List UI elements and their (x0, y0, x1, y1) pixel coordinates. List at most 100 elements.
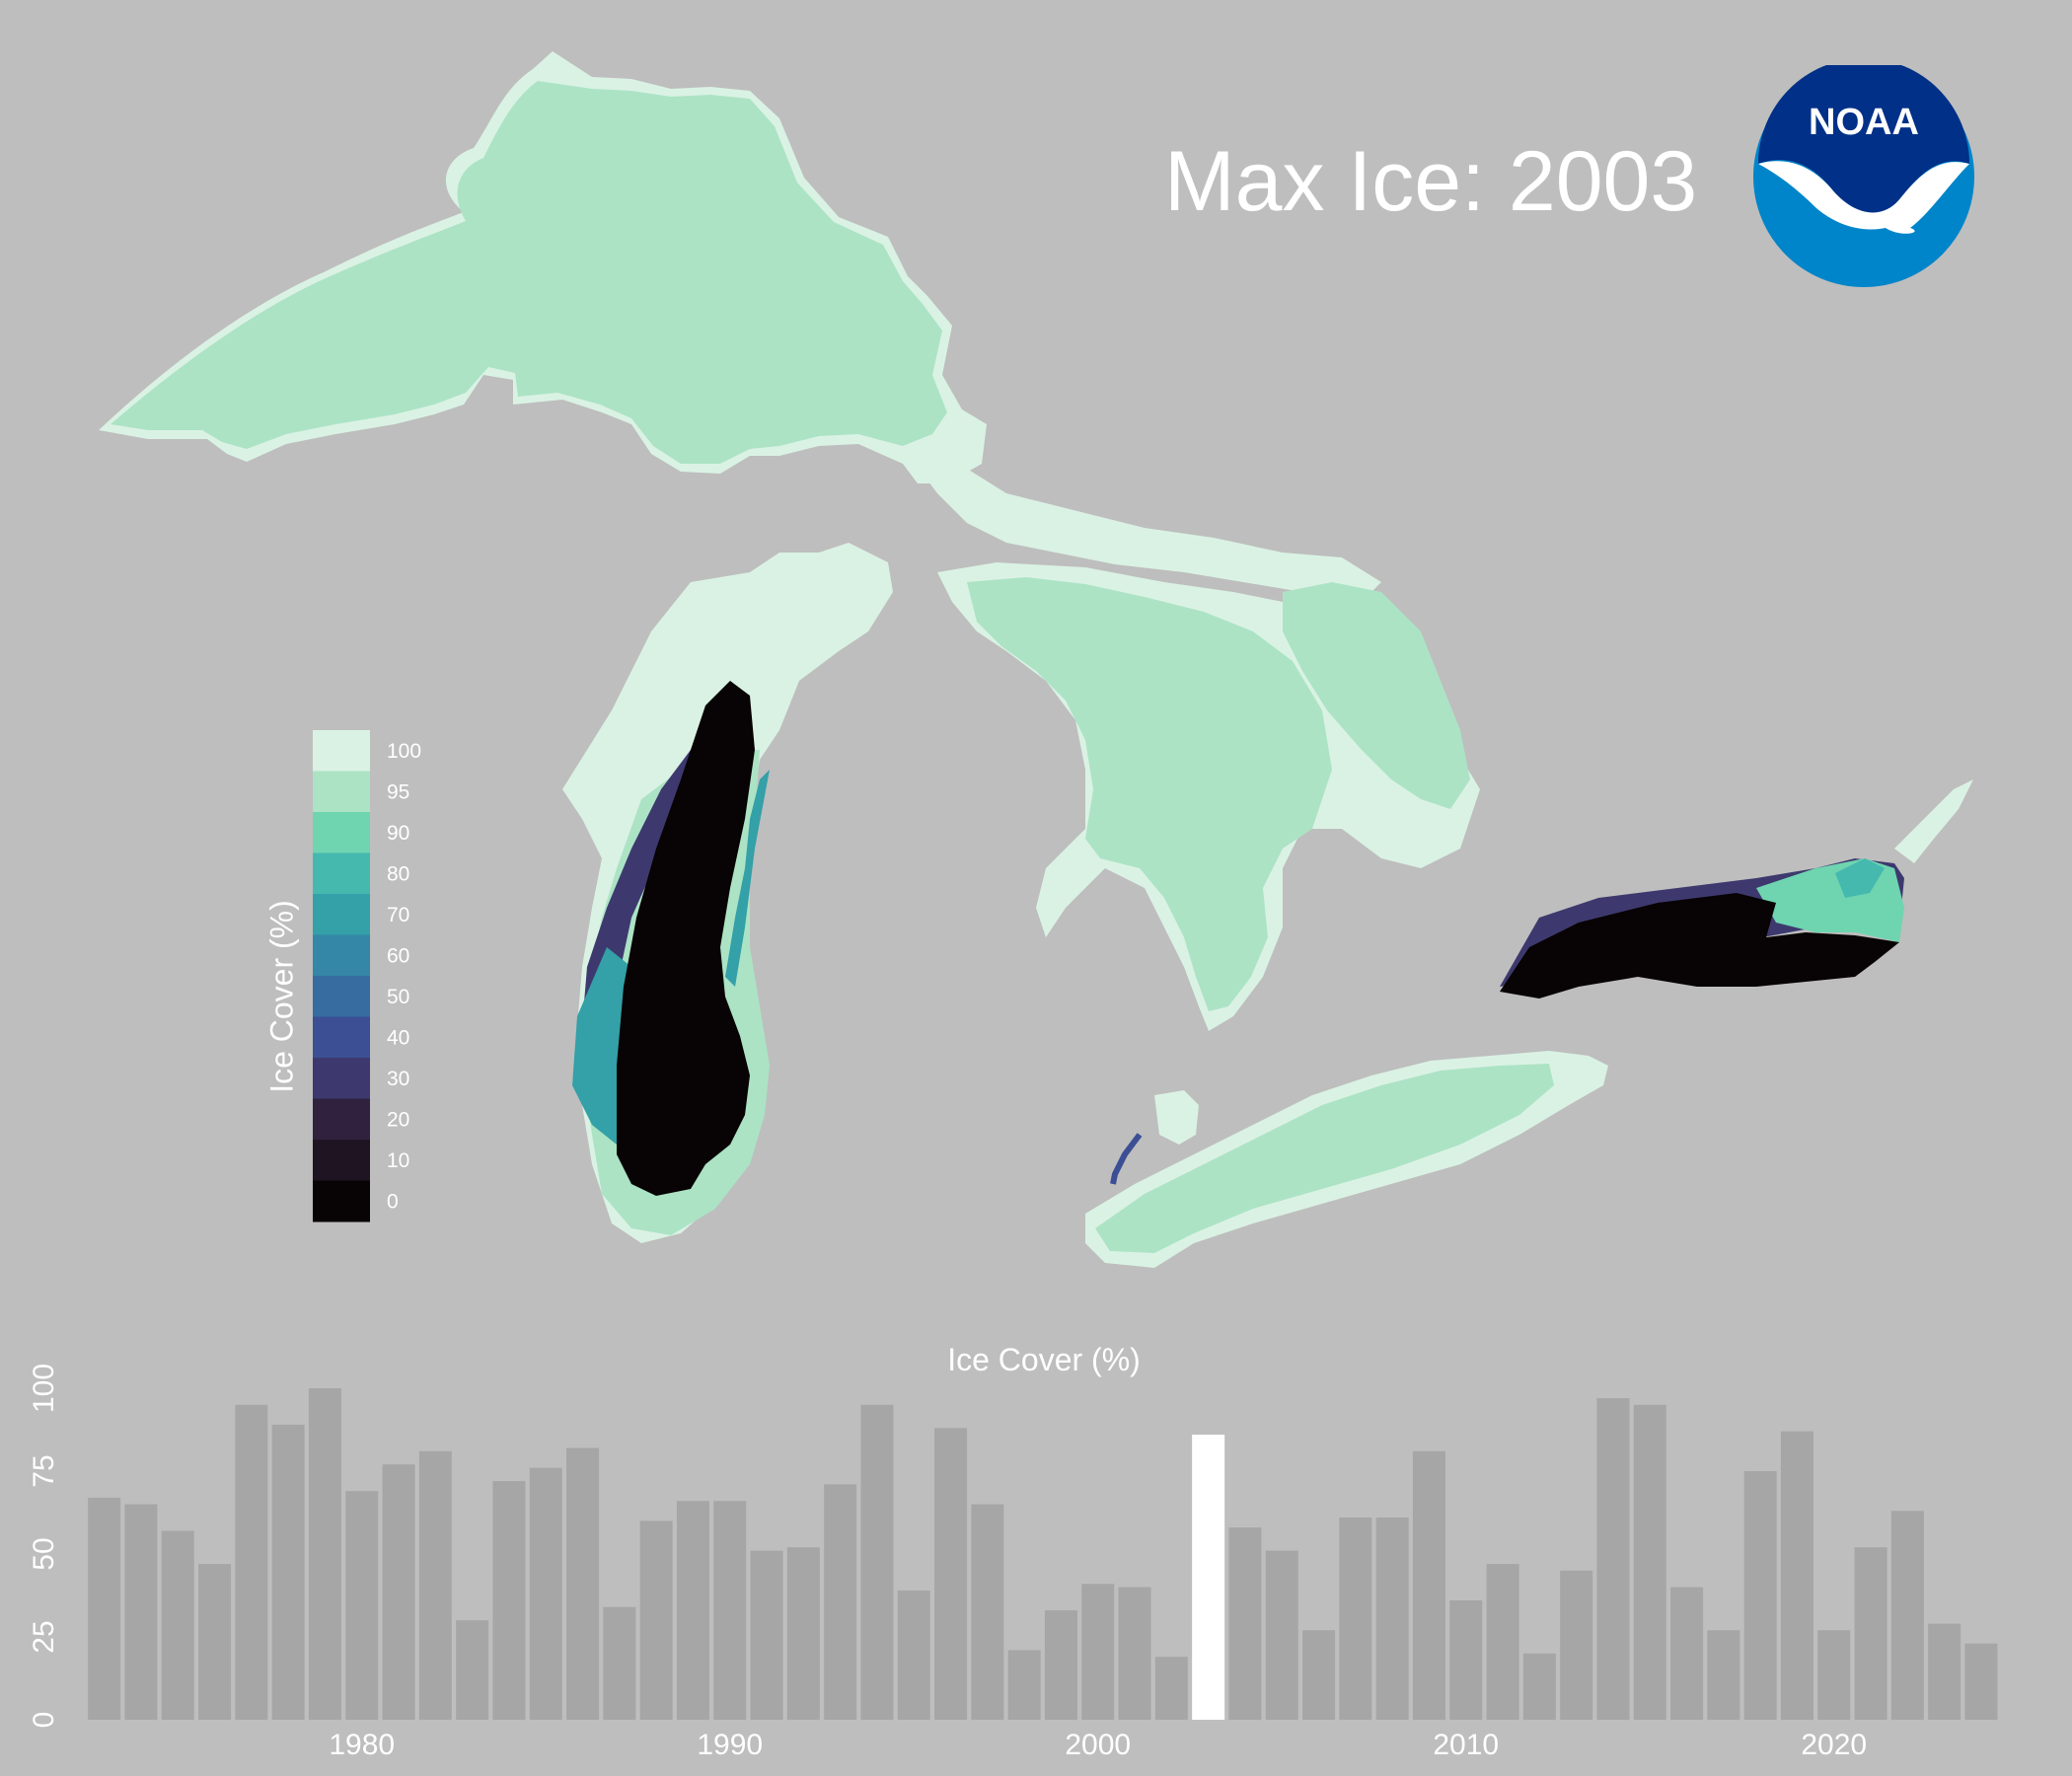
bar-2004 (1228, 1527, 1262, 1720)
bar-1976 (198, 1564, 232, 1720)
bar-1991 (750, 1550, 783, 1720)
legend-label-80: 80 (387, 862, 409, 885)
legend-label-95: 95 (387, 780, 409, 803)
bar-2010 (1449, 1600, 1483, 1720)
bar-1996 (934, 1428, 968, 1720)
lake-ontario-east-edge (1894, 779, 1973, 863)
legend-label-10: 10 (387, 1149, 409, 1172)
bar-1988 (639, 1520, 673, 1720)
great-lakes-map (99, 51, 1973, 1268)
bar-2022 (1890, 1511, 1924, 1720)
bar-1980 (345, 1491, 379, 1720)
lake-st-clair-ice (1154, 1090, 1199, 1145)
bar-2007 (1339, 1517, 1372, 1720)
legend-swatch-90 (313, 812, 370, 853)
ice-cover-bar-chart: 1980 1990 2000 2010 2020 0 25 50 75 100 (28, 1364, 1998, 1761)
bar-2016 (1670, 1587, 1704, 1720)
bar-1993 (824, 1484, 857, 1720)
y-tick-75: 75 (28, 1454, 60, 1487)
chart-title: Ice Cover (%) (947, 1342, 1141, 1377)
bar-2008 (1375, 1517, 1409, 1720)
north-channel-ice (908, 454, 1381, 602)
legend-label-40: 40 (387, 1026, 409, 1049)
y-tick-50: 50 (28, 1537, 60, 1570)
bar-2024 (1964, 1643, 1998, 1720)
bar-2023 (1928, 1623, 1961, 1720)
noaa-logo-bird (1758, 161, 1969, 234)
legend-swatch-40 (313, 1016, 370, 1059)
legend-title: Ice Cover (%) (263, 900, 300, 1093)
bar-2000 (1081, 1584, 1115, 1720)
bar-2001 (1118, 1587, 1151, 1720)
bar-2018 (1743, 1471, 1777, 1720)
lake-huron (937, 562, 1480, 1031)
bar-1992 (786, 1547, 820, 1720)
bar-1977 (235, 1404, 268, 1720)
legend-label-90: 90 (387, 822, 409, 845)
y-tick-0: 0 (28, 1712, 60, 1729)
noaa-logo-top (1758, 65, 1969, 213)
legend-swatch-10 (313, 1140, 370, 1181)
bar-1987 (603, 1606, 636, 1720)
bar-1997 (971, 1504, 1004, 1720)
bar-1975 (161, 1530, 194, 1720)
bar-1981 (382, 1464, 415, 1720)
bar-2006 (1302, 1630, 1336, 1720)
lake-michigan-east-teal (725, 770, 770, 987)
bar-2014 (1596, 1398, 1630, 1720)
lake-michigan-open-water (617, 681, 755, 1196)
lake-erie (1085, 1051, 1608, 1268)
y-tick-25: 25 (28, 1620, 60, 1653)
bar-2021 (1854, 1547, 1887, 1720)
legend-swatch-70 (313, 894, 370, 935)
x-tick-1990: 1990 (697, 1729, 763, 1761)
legend-swatch-50 (313, 976, 370, 1017)
legend-swatch-80 (313, 852, 370, 895)
legend-label-70: 70 (387, 904, 409, 926)
bar-2020 (1817, 1630, 1851, 1720)
detroit-river (1110, 1133, 1143, 1185)
bar-2011 (1486, 1564, 1519, 1720)
bar-1998 (1007, 1650, 1041, 1720)
legend-swatch-95 (313, 771, 370, 813)
bar-1999 (1044, 1610, 1077, 1720)
bar-1974 (124, 1504, 158, 1720)
lake-michigan (562, 543, 893, 1243)
lake-ontario-open-water (1500, 893, 1899, 999)
bar-1985 (529, 1467, 562, 1720)
legend-label-0: 0 (387, 1190, 399, 1213)
lake-superior (99, 51, 987, 483)
bar-1982 (418, 1450, 452, 1720)
bar-1979 (308, 1388, 341, 1720)
legend-swatch-100 (313, 730, 370, 772)
x-tick-2000: 2000 (1065, 1729, 1131, 1761)
bar-1984 (492, 1481, 526, 1720)
noaa-logo-icon: NOAA (1753, 65, 1974, 287)
bar-1994 (860, 1404, 894, 1720)
lake-huron-ice (967, 577, 1332, 1011)
bar-1986 (566, 1447, 600, 1720)
lake-ontario (1500, 779, 1973, 999)
bar-1978 (271, 1424, 305, 1720)
bar-2009 (1412, 1450, 1445, 1720)
bar-1990 (713, 1501, 747, 1720)
bar-2012 (1522, 1653, 1556, 1720)
bar-2003 (1192, 1435, 1225, 1720)
legend-label-50: 50 (387, 986, 409, 1008)
bar-2005 (1265, 1550, 1298, 1720)
x-tick-1980: 1980 (329, 1729, 395, 1761)
georgian-bay-ice (1283, 582, 1470, 809)
legend-label-30: 30 (387, 1068, 409, 1090)
bar-1973 (88, 1497, 121, 1720)
bar-2019 (1780, 1431, 1813, 1720)
map-title: Max Ice: 2003 (1164, 134, 1698, 229)
noaa-logo-text: NOAA (1809, 102, 1919, 143)
x-tick-2010: 2010 (1433, 1729, 1499, 1761)
legend-label-20: 20 (387, 1108, 409, 1131)
legend-swatch-20 (313, 1098, 370, 1141)
x-tick-2020: 2020 (1801, 1729, 1867, 1761)
legend-swatch-60 (313, 934, 370, 977)
legend-label-60: 60 (387, 944, 409, 967)
lake-ontario-teal (1835, 858, 1885, 898)
